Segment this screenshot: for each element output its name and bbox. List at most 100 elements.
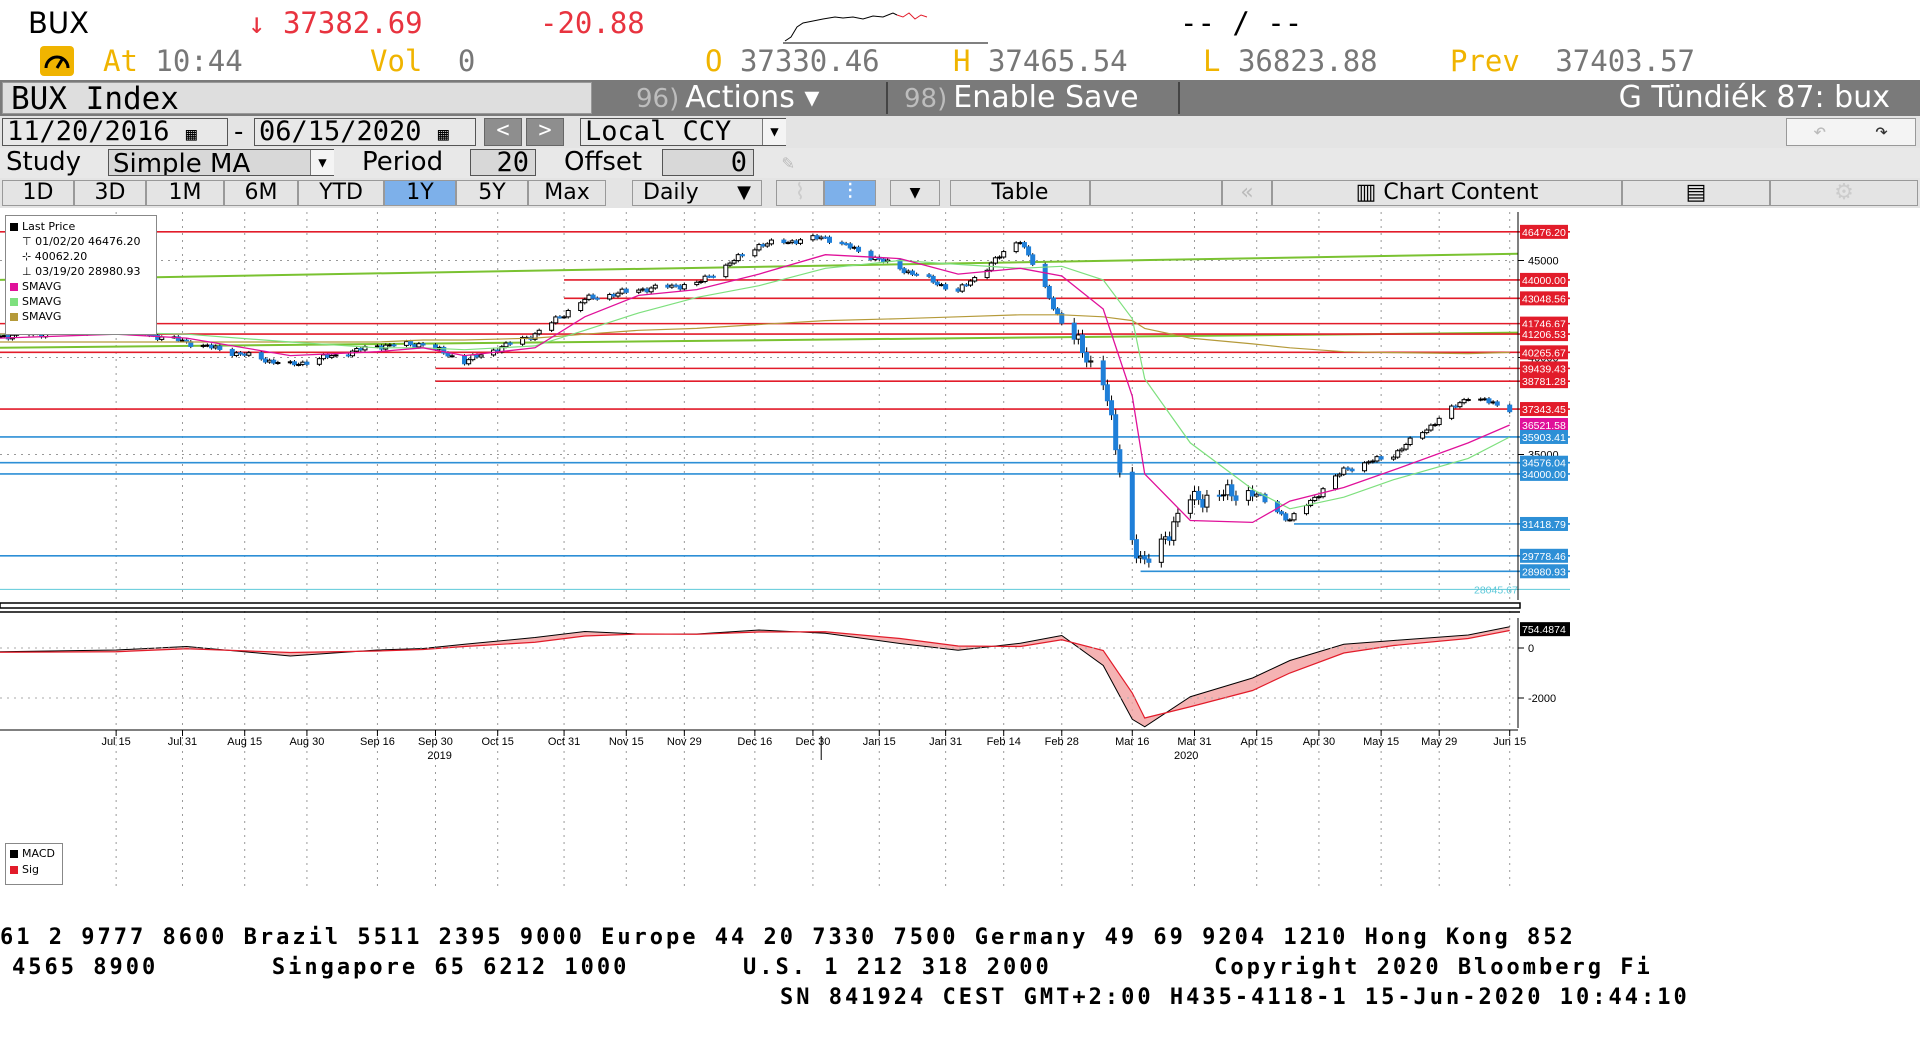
candle-down[interactable] [914,273,920,276]
candle-down[interactable] [391,344,397,347]
candle-up[interactable] [553,316,559,324]
candle-up[interactable] [1291,513,1297,521]
candle-up[interactable] [768,239,774,245]
trend-line[interactable] [0,252,1519,281]
candle-up[interactable] [300,361,306,365]
candle-down[interactable] [1250,490,1256,497]
candle-down[interactable] [1453,405,1459,408]
candle-up[interactable] [851,246,857,249]
candle-down[interactable] [839,241,845,245]
candle-up[interactable] [938,284,944,287]
candle-up[interactable] [1399,448,1405,452]
candle-up[interactable] [1187,499,1193,514]
candle-down[interactable] [1233,495,1239,501]
candle-down[interactable] [1507,404,1513,413]
candle-down[interactable] [963,284,969,287]
candle-up[interactable] [669,284,675,288]
candle-up[interactable] [694,281,700,286]
candle-down[interactable] [1167,536,1173,541]
chart-content-button[interactable]: ▥ Chart Content [1272,180,1622,206]
candle-up[interactable] [1374,456,1380,462]
candle-up[interactable] [727,262,733,266]
candle-chart-icon[interactable]: ⫶ [824,180,876,206]
macd-legend[interactable]: MACD Sig [5,843,63,885]
candle-down[interactable] [1283,513,1289,521]
candle-down[interactable] [474,354,480,358]
candle-up[interactable] [1225,484,1231,496]
annotations-icon[interactable]: ▤ [1622,180,1770,206]
candle-down[interactable] [955,288,961,292]
candle-down[interactable] [781,239,787,244]
candle-up[interactable] [233,352,239,356]
candle-up[interactable] [810,235,816,241]
candle-down[interactable] [420,343,426,346]
candle-up[interactable] [1204,494,1210,508]
candle-down[interactable] [507,342,513,345]
candle-down[interactable] [880,258,886,262]
candle-up[interactable] [275,362,281,365]
frequency-select[interactable]: Daily ▼ [632,180,762,206]
range-tab-ytd[interactable]: YTD [298,180,384,206]
candle-up[interactable] [470,354,476,361]
candle-down[interactable] [1109,400,1115,416]
start-date-field[interactable]: 11/20/2016 ▦ [2,118,228,146]
candle-up[interactable] [1478,398,1484,401]
candle-up[interactable] [1013,242,1019,253]
candle-up[interactable] [1420,432,1426,439]
candle-down[interactable] [1142,555,1148,560]
chevron-down-icon[interactable]: ▼ [890,180,940,206]
candle-up[interactable] [640,288,646,291]
candle-up[interactable] [1465,399,1471,402]
candle-down[interactable] [1030,254,1036,265]
candle-up[interactable] [200,344,206,347]
candle-up[interactable] [1017,242,1023,245]
candle-up[interactable] [449,355,455,358]
enable-save-button[interactable]: 98) Enable Save [904,82,1139,115]
candle-up[interactable] [1432,424,1438,427]
candle-up[interactable] [972,277,978,282]
candle-up[interactable] [316,358,322,365]
candle-down[interactable] [1104,384,1110,402]
candle-up[interactable] [1308,499,1314,507]
candle-up[interactable] [702,275,708,282]
candle-down[interactable] [1080,334,1086,354]
candle-up[interactable] [374,345,380,348]
actions-menu-button[interactable]: 96) Actions ▾ [636,82,819,115]
candle-down[interactable] [943,284,949,290]
candle-down[interactable] [557,316,563,319]
candle-up[interactable] [503,342,509,348]
candle-up[interactable] [959,284,965,292]
undo-icon[interactable]: ↶ [1813,119,1827,144]
collapse-icon[interactable]: « [1222,180,1272,206]
candle-down[interactable] [345,354,351,357]
candle-up[interactable] [615,292,621,297]
candle-down[interactable] [1494,401,1500,406]
candle-down[interactable] [1196,490,1202,501]
end-date-field[interactable]: 06/15/2020 ▦ [254,118,476,146]
security-name-field[interactable]: BUX Index [2,82,592,115]
candle-down[interactable] [644,288,650,293]
candle-up[interactable] [1436,417,1442,426]
candle-up[interactable] [992,257,998,264]
candle-up[interactable] [1312,496,1318,501]
table-button[interactable]: Table [950,180,1090,206]
candle-up[interactable] [1001,251,1007,258]
candle-up[interactable] [578,302,584,312]
candle-up[interactable] [179,339,185,342]
candle-down[interactable] [1200,499,1206,508]
candle-down[interactable] [1349,468,1355,472]
candle-down[interactable] [856,246,862,252]
candle-up[interactable] [1316,496,1322,499]
candle-down[interactable] [412,344,418,348]
candle-up[interactable] [1407,437,1413,445]
candle-up[interactable] [1424,429,1430,434]
candle-up[interactable] [1,335,7,338]
candle-up[interactable] [752,249,758,257]
pencil-icon[interactable]: ✎ [782,150,795,174]
candle-up[interactable] [1303,505,1309,515]
chevron-down-icon[interactable]: ▼ [310,150,334,175]
candle-up[interactable] [1171,521,1177,541]
candle-down[interactable] [1133,539,1139,559]
candle-down[interactable] [673,284,679,287]
candle-up[interactable] [789,240,795,244]
